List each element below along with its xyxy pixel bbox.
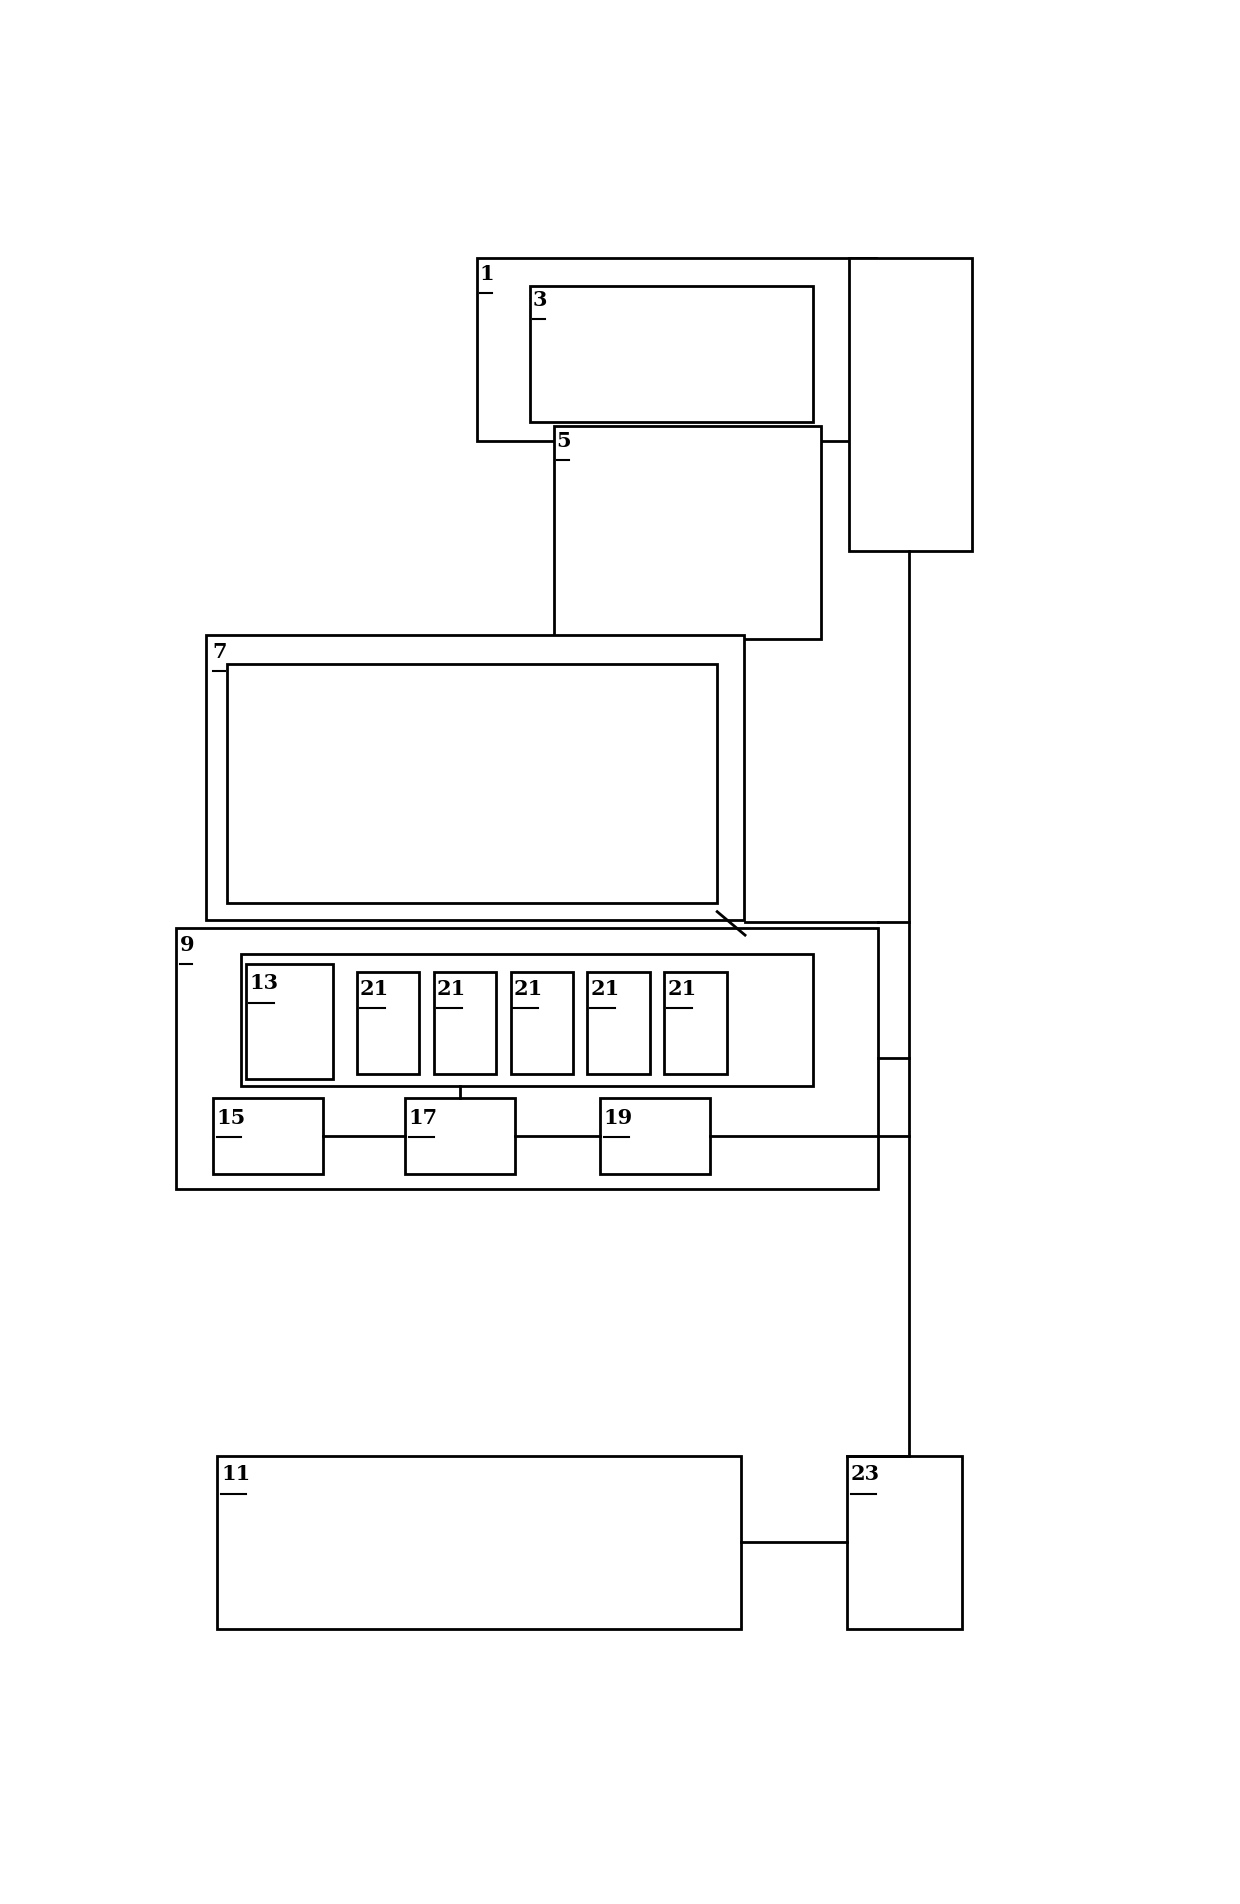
Bar [213,1099,324,1175]
Bar [847,1455,962,1628]
Text: 9: 9 [180,935,195,956]
Bar [511,971,573,1074]
Bar [554,426,821,640]
Bar [600,1099,711,1175]
Text: 21: 21 [436,979,466,1000]
Bar [404,1099,516,1175]
Bar [176,927,878,1188]
Text: 15: 15 [217,1108,246,1129]
Bar [588,971,650,1074]
Text: 5: 5 [557,430,572,451]
Text: 17: 17 [409,1108,438,1129]
Text: 7: 7 [213,642,227,663]
Bar [529,286,813,423]
Text: 21: 21 [360,979,389,1000]
Text: 1: 1 [480,263,495,284]
Text: 11: 11 [221,1464,250,1485]
Bar [227,664,717,902]
Text: 23: 23 [851,1464,880,1485]
Text: 13: 13 [249,973,278,994]
Bar [217,1455,742,1628]
Text: 21: 21 [513,979,543,1000]
Bar [477,257,875,442]
Bar [242,954,813,1085]
Bar [357,971,419,1074]
Bar [849,257,972,550]
Bar [665,971,727,1074]
Bar [206,634,744,920]
Text: 3: 3 [533,289,547,310]
Text: 19: 19 [604,1108,634,1129]
Text: 21: 21 [590,979,620,1000]
Text: 21: 21 [667,979,697,1000]
Bar [434,971,496,1074]
Bar [247,965,332,1080]
